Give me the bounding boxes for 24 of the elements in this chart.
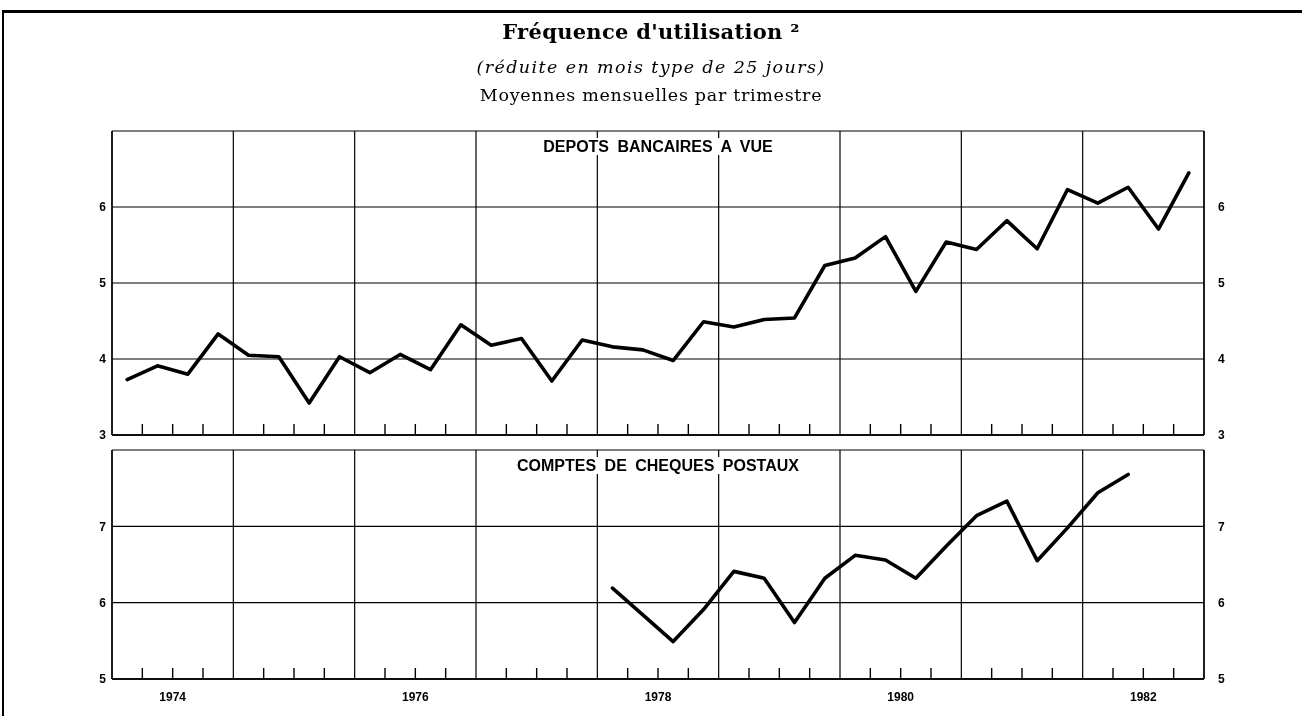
y-tick-label: 7 xyxy=(99,519,107,534)
y2-tick-label: 6 xyxy=(1218,200,1225,215)
y2-tick-label: 6 xyxy=(1218,595,1225,610)
text: Fréquence d'utilisation ² xyxy=(502,19,800,44)
y-tick-label: 6 xyxy=(99,200,107,215)
y-tick-label: 5 xyxy=(99,672,107,687)
y-tick-label: 5 xyxy=(99,276,107,291)
x-tick-label: 1980 xyxy=(887,690,915,704)
y-tick-label: 6 xyxy=(99,595,107,610)
y2-tick-label: 5 xyxy=(1218,672,1225,687)
x-tick-label: 1974 xyxy=(159,690,187,704)
text: Moyennes mensuelles par trimestre xyxy=(479,85,823,105)
x-tick-label: 1978 xyxy=(644,690,672,704)
x-tick-label: 1976 xyxy=(401,690,429,704)
y-tick-label: 3 xyxy=(99,428,107,443)
x-tick-label: 1982 xyxy=(1129,690,1157,704)
chart-title: DEPOTS BANCAIRES A VUE xyxy=(540,138,776,155)
y2-tick-label: 4 xyxy=(1218,352,1225,367)
text: (réduite en mois type de 25 jours) xyxy=(476,57,826,77)
chart-title: COMPTES DE CHEQUES POSTAUX xyxy=(514,457,802,474)
y-tick-label: 4 xyxy=(99,352,107,367)
y2-tick-label: 5 xyxy=(1218,276,1225,291)
y2-tick-label: 3 xyxy=(1218,428,1225,443)
y2-tick-label: 7 xyxy=(1218,519,1225,534)
